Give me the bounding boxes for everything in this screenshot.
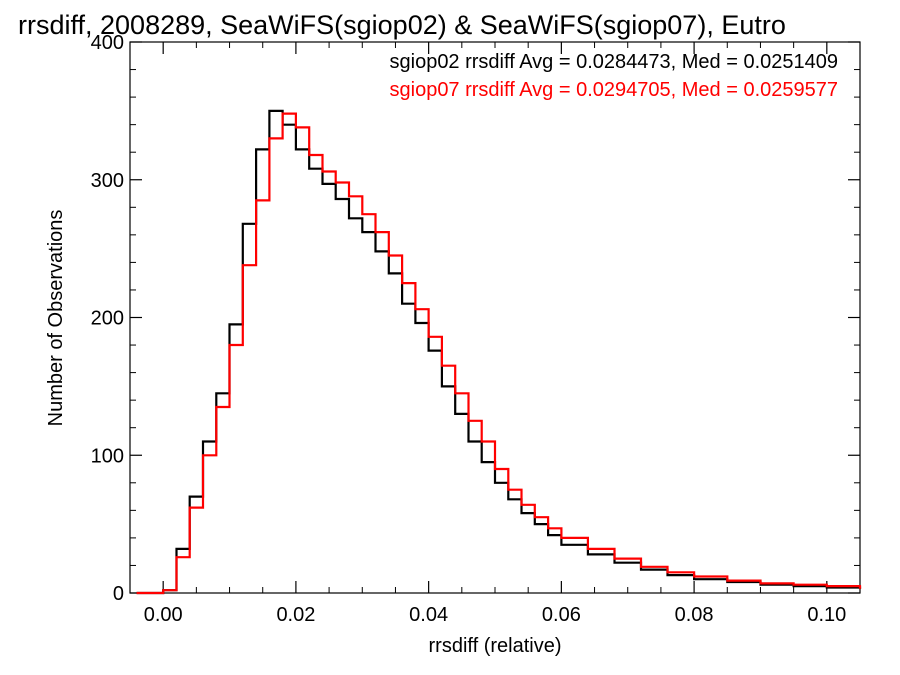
x-axis: 0.00 0.02 0.04 0.06 0.08 0.10 <box>129 42 861 626</box>
y-axis-label: Number of Observations <box>45 210 67 427</box>
x-tick-label: 0.10 <box>807 604 846 626</box>
x-tick-label: 0.02 <box>276 604 315 626</box>
x-axis-label: rrsdiff (relative) <box>429 635 562 657</box>
chart-title: rrsdiff, 2008289, SeaWiFS(sgiop02) & Sea… <box>18 10 786 40</box>
x-tick-label: 0.04 <box>409 604 448 626</box>
plot-frame <box>129 41 861 594</box>
y-tick-label: 200 <box>91 308 124 330</box>
y-tick-label: 400 <box>91 32 124 54</box>
y-axis: 0 100 200 300 400 <box>91 32 860 605</box>
series-line-sgiop07 <box>136 112 862 595</box>
y-tick-label: 100 <box>91 445 124 467</box>
x-tick-label: 0.08 <box>675 604 714 626</box>
x-tick-label: 0.06 <box>542 604 581 626</box>
x-tick-label: 0.00 <box>144 604 183 626</box>
series-line-sgiop02 <box>136 109 862 595</box>
series-layer <box>136 109 862 595</box>
series-annotation-sgiop02: sgiop02 rrsdiff Avg = 0.0284473, Med = 0… <box>390 51 839 73</box>
y-tick-label: 0 <box>113 583 124 605</box>
y-tick-label: 300 <box>91 170 124 192</box>
series-annotation-sgiop07: sgiop07 rrsdiff Avg = 0.0294705, Med = 0… <box>390 79 839 101</box>
